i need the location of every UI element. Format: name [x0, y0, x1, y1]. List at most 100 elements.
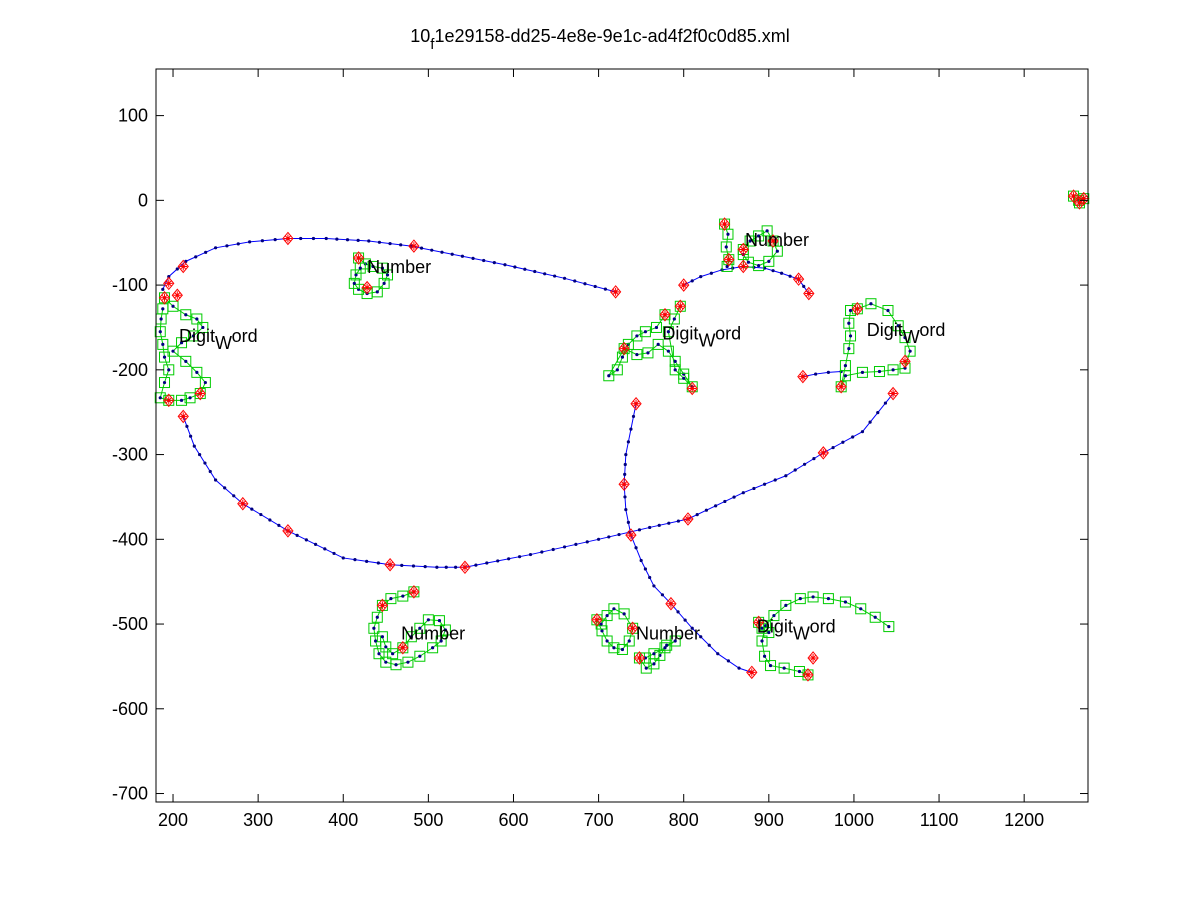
keypoint-diamond [625, 528, 637, 542]
keypoint-diamond [177, 409, 189, 424]
stroke-point [873, 615, 877, 619]
stroke-point-box [873, 366, 885, 378]
stroke-point-box [839, 596, 851, 608]
stroke-point-box [601, 635, 613, 647]
stroke-point [775, 249, 779, 253]
x-tick-label: 400 [328, 810, 358, 830]
sample-point [814, 372, 818, 376]
keypoint-star [179, 262, 188, 271]
sample-point [345, 238, 350, 242]
stroke-point-box [376, 631, 388, 643]
keypoint-star [386, 560, 395, 569]
keypoint-diamond [609, 285, 622, 299]
keypoint-diamond [737, 259, 749, 274]
keypoint-diamond [1073, 196, 1086, 210]
sample-point [485, 561, 489, 565]
stroke-point [409, 635, 413, 639]
stroke-point [372, 626, 376, 630]
keypoint-star [409, 242, 418, 251]
stroke-point-box [623, 635, 635, 647]
stroke-point-box [154, 326, 166, 338]
stroke-point [352, 281, 356, 285]
sample-point [623, 495, 627, 499]
sample-point [562, 545, 567, 549]
stroke-point-box [843, 317, 855, 329]
sample-point [788, 274, 792, 278]
keypoint-star [1079, 194, 1088, 203]
sample-point [802, 284, 806, 288]
stroke-point [673, 359, 677, 363]
stroke-point-box [433, 615, 445, 627]
stroke-point-box [601, 610, 613, 622]
y-tick-label: -200 [112, 360, 148, 380]
x-tick-label: 900 [754, 810, 784, 830]
keypoint-star [635, 653, 644, 662]
y-tick-label: -700 [112, 784, 148, 804]
sample-point [607, 535, 611, 539]
sample-point [213, 478, 218, 482]
x-tick-label: 600 [498, 810, 528, 830]
keypoint-star [620, 480, 629, 489]
stroke-point-box [180, 309, 192, 321]
sample-point [841, 440, 845, 444]
stroke-point [385, 273, 390, 277]
stroke-point-box [763, 627, 775, 639]
stroke-point-box [855, 603, 867, 615]
keypoint-star [592, 615, 601, 624]
keypoint-diamond [1078, 191, 1090, 206]
stroke-point-box [869, 611, 881, 623]
stroke-point-box [669, 364, 681, 376]
stroke-point-box [176, 394, 188, 406]
stroke-point-box [397, 590, 409, 602]
stroke-point [375, 615, 379, 619]
stroke-point [635, 334, 639, 338]
stroke-point [431, 646, 435, 650]
keypoint-diamond [835, 379, 847, 394]
stroke-point [620, 355, 625, 359]
sample-point [762, 482, 767, 486]
sample-point [626, 520, 630, 524]
stroke-point-box [882, 305, 894, 317]
annotation-label: Number [636, 623, 700, 643]
stroke-point-box [662, 345, 674, 357]
keypoint-diamond [659, 307, 671, 322]
sample-point [435, 565, 439, 569]
stroke-point [757, 234, 761, 238]
keypoint-diamond [723, 252, 735, 267]
stroke-point-box [843, 343, 855, 355]
sample-point [161, 287, 165, 291]
stroke-point [903, 336, 907, 340]
sample-point [631, 414, 636, 419]
keypoint-star [853, 304, 862, 313]
stroke-point-box [768, 610, 780, 622]
stroke-point [389, 597, 393, 601]
sample-point [376, 561, 380, 565]
stroke-point [188, 396, 192, 400]
keypoint-diamond [361, 280, 373, 295]
sample-point [683, 618, 687, 622]
stroke-point-box [662, 326, 674, 338]
sample-point [726, 659, 730, 663]
sample-point [277, 523, 281, 528]
keypoint-diamond [851, 302, 863, 316]
keypoint-diamond [899, 354, 911, 369]
keypoint-diamond [163, 276, 175, 291]
sample-point [779, 271, 784, 275]
keypoint-diamond [746, 665, 758, 680]
stroke-point [908, 349, 912, 353]
stroke-point-box [197, 321, 209, 333]
x-tick-label: 200 [158, 810, 188, 830]
sample-point [831, 445, 835, 450]
stroke-point [843, 363, 848, 368]
stroke-point [406, 660, 410, 664]
stroke-point-box [387, 648, 399, 660]
stroke-point-box [678, 372, 690, 384]
sample-point [752, 486, 756, 491]
stroke-point-box [402, 656, 414, 668]
y-tick-label: 100 [118, 106, 148, 126]
stroke-point [599, 622, 603, 626]
stroke-point-box [822, 593, 834, 605]
stroke-point [666, 349, 670, 353]
stroke-point-box [191, 313, 203, 325]
sample-point [204, 250, 208, 254]
